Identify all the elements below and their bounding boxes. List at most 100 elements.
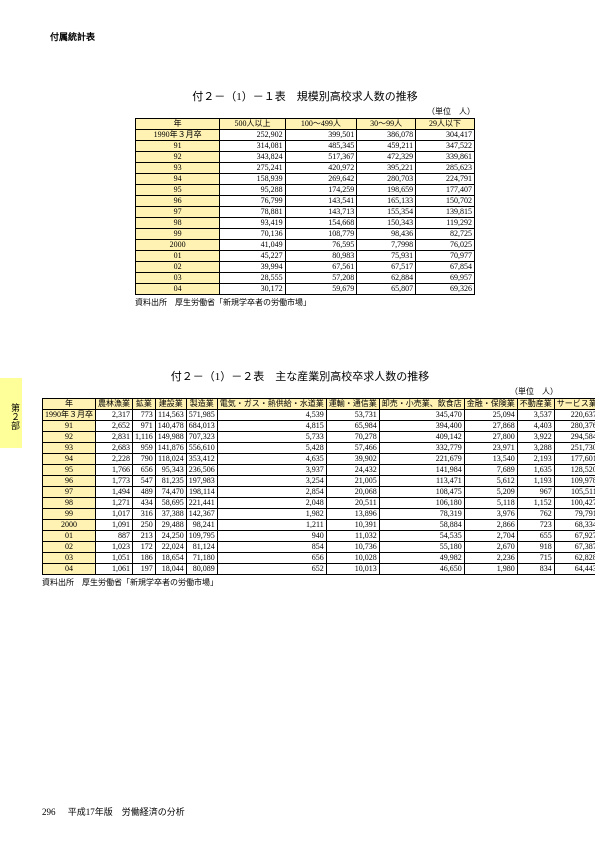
data-cell: 143,541 (285, 196, 357, 207)
data-cell: 1,494 (96, 487, 133, 498)
data-cell: 62,828 (554, 553, 595, 564)
data-cell: 113,471 (379, 476, 464, 487)
data-cell: 65,984 (326, 421, 379, 432)
data-cell: 118,024 (155, 454, 186, 465)
data-cell: 106,180 (379, 498, 464, 509)
table-row: 922,8311,116149,988707,3235,73370,278409… (43, 432, 595, 443)
data-cell: 314,081 (220, 141, 285, 152)
data-cell: 967 (517, 487, 554, 498)
data-cell: 69,957 (416, 273, 475, 284)
data-cell: 221,679 (379, 454, 464, 465)
data-cell: 30,172 (220, 284, 285, 295)
table-row: 981,27143458,695221,4412,04820,511106,18… (43, 498, 595, 509)
data-cell: 27,800 (464, 432, 517, 443)
data-cell: 80,983 (285, 251, 357, 262)
data-cell: 715 (517, 553, 554, 564)
data-cell: 150,702 (416, 196, 475, 207)
data-cell: 49,982 (379, 553, 464, 564)
data-cell: 517,367 (285, 152, 357, 163)
column-header: 運輸・通信業 (326, 399, 379, 410)
data-cell: 2,854 (217, 487, 326, 498)
table1-unit: （単位 人） (135, 106, 475, 117)
data-cell: 3,288 (517, 443, 554, 454)
data-cell: 684,013 (186, 421, 217, 432)
year-cell: 98 (43, 498, 96, 509)
table-row: 912,652971140,478684,0134,81565,984394,4… (43, 421, 595, 432)
data-cell: 1,193 (517, 476, 554, 487)
data-cell: 213 (133, 531, 156, 542)
column-header: 100～499人 (285, 119, 357, 130)
column-header: 卸売・小売業、飲食店 (379, 399, 464, 410)
data-cell: 250 (133, 520, 156, 531)
data-cell: 285,623 (416, 163, 475, 174)
data-cell: 2,236 (464, 553, 517, 564)
data-cell: 18,044 (155, 564, 186, 575)
data-cell: 2,866 (464, 520, 517, 531)
data-cell: 177,601 (554, 454, 595, 465)
data-cell: 198,114 (186, 487, 217, 498)
data-cell: 139,815 (416, 207, 475, 218)
data-cell: 790 (133, 454, 156, 465)
data-cell: 174,259 (285, 185, 357, 196)
year-cell: 1990年３月卒 (43, 410, 96, 421)
table-row: 92343,824517,367472,329339,861 (136, 152, 475, 163)
page-footer: 296 平成17年版 労働経済の分析 (42, 805, 185, 818)
data-cell: 280,376 (554, 421, 595, 432)
column-header: サービス業 (554, 399, 595, 410)
table-row: 0188721324,250109,79594011,03254,5352,70… (43, 531, 595, 542)
table1-source: 資料出所 厚生労働省「新規学卒者の労働市場」 (135, 297, 475, 308)
data-cell: 20,511 (326, 498, 379, 509)
footer-text: 平成17年版 労働経済の分析 (68, 807, 185, 817)
table-row: 9970,136108,77998,43682,725 (136, 229, 475, 240)
data-cell: 3,922 (517, 432, 554, 443)
column-header: 30～99人 (357, 119, 416, 130)
data-cell: 1,982 (217, 509, 326, 520)
data-cell: 67,927 (554, 531, 595, 542)
data-cell: 2,831 (96, 432, 133, 443)
data-cell: 24,432 (326, 465, 379, 476)
column-header: 500人以上 (220, 119, 285, 130)
data-cell: 11,032 (326, 531, 379, 542)
data-cell: 1,023 (96, 542, 133, 553)
data-cell: 10,028 (326, 553, 379, 564)
year-cell: 04 (43, 564, 96, 575)
data-cell: 70,278 (326, 432, 379, 443)
section-tab: 第２部 (0, 378, 22, 448)
table2-block: 付２－（1）－２表 主な産業別高校卒求人数の推移 （単位 人） 年農林漁業鉱業建… (42, 368, 558, 588)
data-cell: 13,540 (464, 454, 517, 465)
data-cell: 4,403 (517, 421, 554, 432)
data-cell: 386,078 (357, 130, 416, 141)
data-cell: 82,725 (416, 229, 475, 240)
data-cell: 68,334 (554, 520, 595, 531)
column-header: 製造業 (186, 399, 217, 410)
data-cell: 39,994 (220, 262, 285, 273)
data-cell: 81,235 (155, 476, 186, 487)
data-cell: 434 (133, 498, 156, 509)
data-cell: 723 (517, 520, 554, 531)
data-cell: 105,511 (554, 487, 595, 498)
data-cell: 80,089 (186, 564, 217, 575)
data-cell: 76,595 (285, 240, 357, 251)
data-cell: 1,091 (96, 520, 133, 531)
data-cell: 2,683 (96, 443, 133, 454)
data-cell: 347,522 (416, 141, 475, 152)
data-cell: 64,443 (554, 564, 595, 575)
data-cell: 2,652 (96, 421, 133, 432)
data-cell: 652 (217, 564, 326, 575)
data-cell: 10,391 (326, 520, 379, 531)
column-header: 農林漁業 (96, 399, 133, 410)
column-header: 年 (136, 119, 220, 130)
data-cell: 143,713 (285, 207, 357, 218)
data-cell: 353,412 (186, 454, 217, 465)
year-cell: 97 (136, 207, 220, 218)
data-cell: 971 (133, 421, 156, 432)
year-cell: 95 (136, 185, 220, 196)
data-cell: 420,972 (285, 163, 357, 174)
year-cell: 99 (136, 229, 220, 240)
data-cell: 294,584 (554, 432, 595, 443)
table-row: 971,49448974,470198,1142,85420,068108,47… (43, 487, 595, 498)
table1-block: 付２－（1）－１表 規模別高校求人数の推移 （単位 人） 年500人以上100～… (135, 88, 475, 308)
data-cell: 75,931 (357, 251, 416, 262)
year-cell: 94 (136, 174, 220, 185)
data-cell: 5,612 (464, 476, 517, 487)
